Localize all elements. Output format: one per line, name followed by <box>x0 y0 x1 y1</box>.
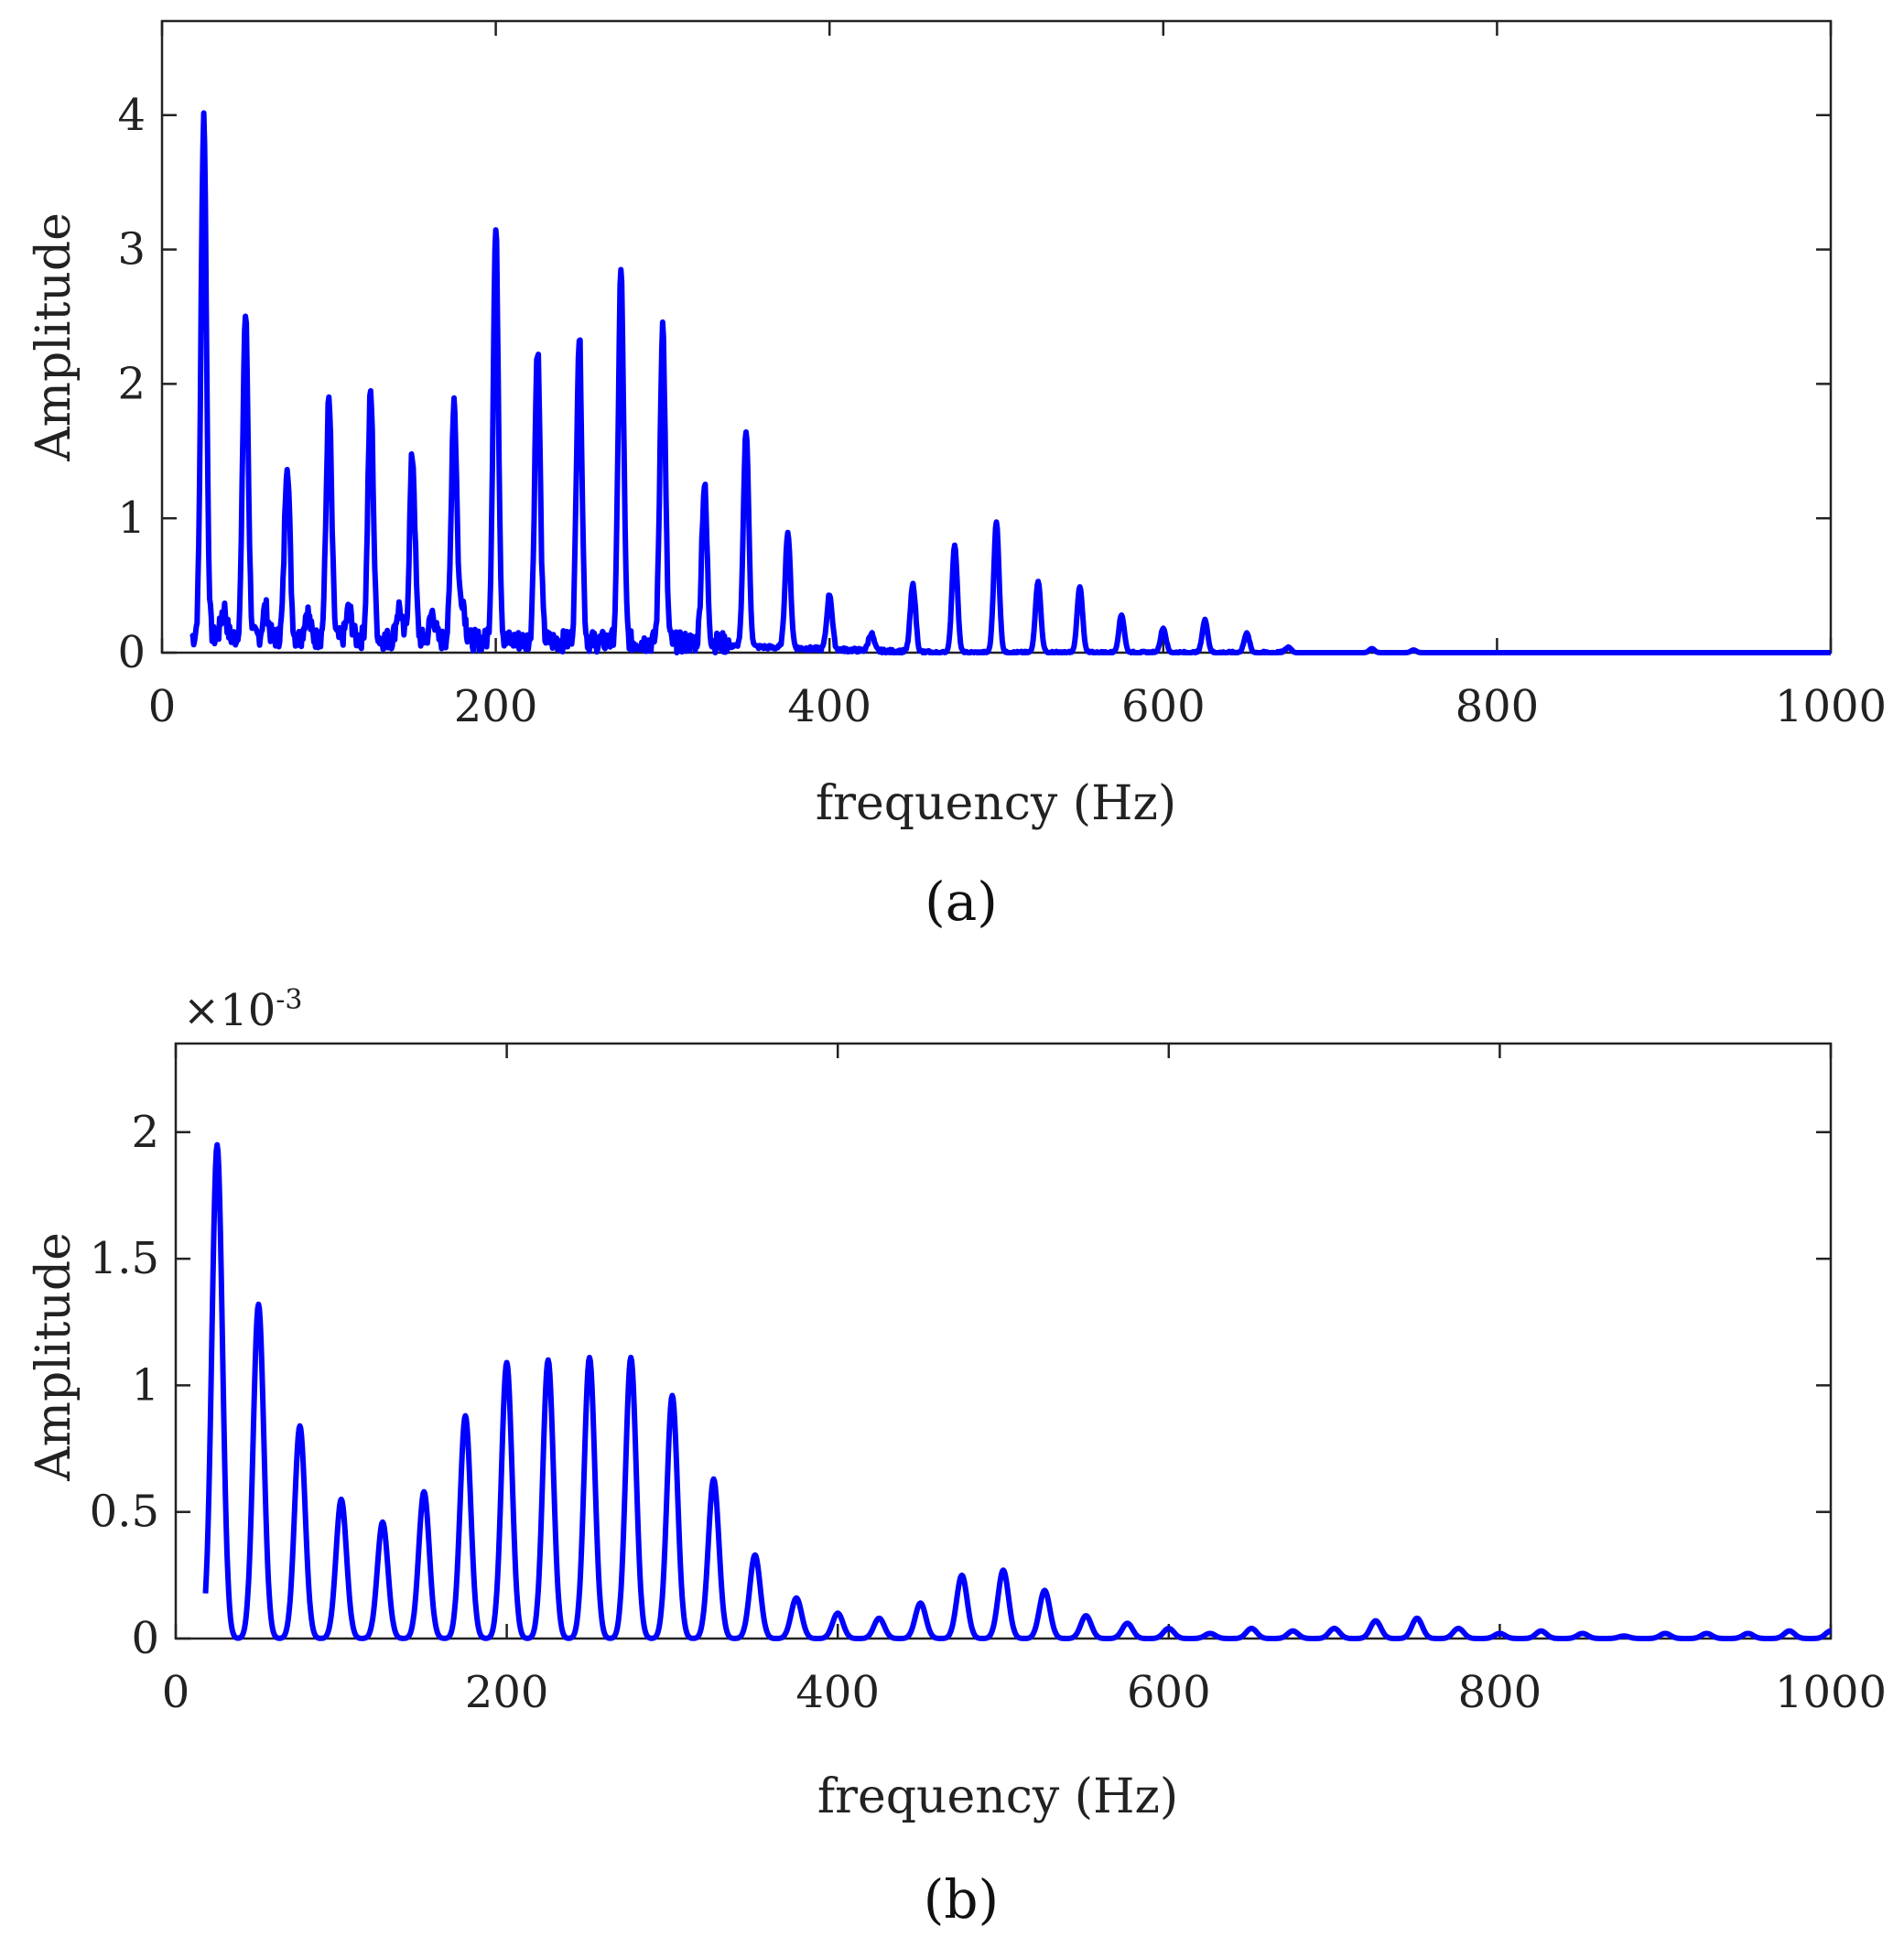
x-axis-label: frequency (Hz) <box>816 776 1176 831</box>
caption-a: (a) <box>925 871 998 933</box>
ticks <box>174 1044 1833 1640</box>
x-tick-label: 1000 <box>1775 1667 1887 1718</box>
y-tick-label: 3 <box>117 224 146 276</box>
x-tick-label: 800 <box>1455 681 1540 732</box>
ticks <box>160 21 1833 654</box>
tick-labels: 0 200 400 600 800 1000 0 0.5 1 1.5 2 <box>90 1107 1887 1718</box>
spectrum-line-b <box>202 1141 1834 1641</box>
plot-frame <box>160 19 1833 654</box>
x-tick-label: 400 <box>795 1667 880 1718</box>
y-tick-label: 0 <box>131 1613 159 1664</box>
caption-b: (b) <box>924 1868 999 1931</box>
x-tick-label: 1000 <box>1775 681 1887 732</box>
tick-labels: 0 200 400 600 800 1000 0 1 2 3 4 <box>117 90 1887 732</box>
y-exponent-label: ×10-3 <box>183 984 303 1036</box>
x-tick-label: 200 <box>465 1667 549 1718</box>
y-tick-label: 0 <box>117 627 146 678</box>
y-tick-label: 2 <box>131 1107 159 1158</box>
x-tick-label: 0 <box>162 1667 190 1718</box>
y-tick-label: 1.5 <box>90 1233 159 1284</box>
y-tick-label: 1 <box>117 492 146 544</box>
spectrum-line-a <box>189 110 1834 655</box>
panel-b: 0 200 400 600 800 1000 0 0.5 1 1.5 2 ×10-3 frequen… <box>27 984 1887 1931</box>
x-tick-label: 200 <box>454 681 538 732</box>
x-tick-label: 600 <box>1121 681 1206 732</box>
x-axis-label: frequency (Hz) <box>817 1769 1178 1824</box>
y-tick-label: 0.5 <box>90 1487 159 1538</box>
y-exponent-power: -3 <box>276 984 302 1016</box>
y-tick-label: 1 <box>131 1359 159 1411</box>
x-tick-label: 800 <box>1458 1667 1542 1718</box>
y-axis-label: Amplitude <box>27 212 81 462</box>
y-exponent-base: ×10 <box>183 985 276 1036</box>
panel-a: 0 200 400 600 800 1000 0 1 2 3 4 frequency (Hz) Am… <box>27 19 1887 933</box>
y-tick-label: 4 <box>117 90 146 141</box>
x-tick-label: 0 <box>148 681 177 732</box>
x-tick-label: 600 <box>1127 1667 1211 1718</box>
plot-frame <box>174 1042 1833 1640</box>
y-tick-label: 2 <box>117 358 146 409</box>
y-axis-label: Amplitude <box>27 1232 81 1482</box>
x-tick-label: 400 <box>787 681 871 732</box>
